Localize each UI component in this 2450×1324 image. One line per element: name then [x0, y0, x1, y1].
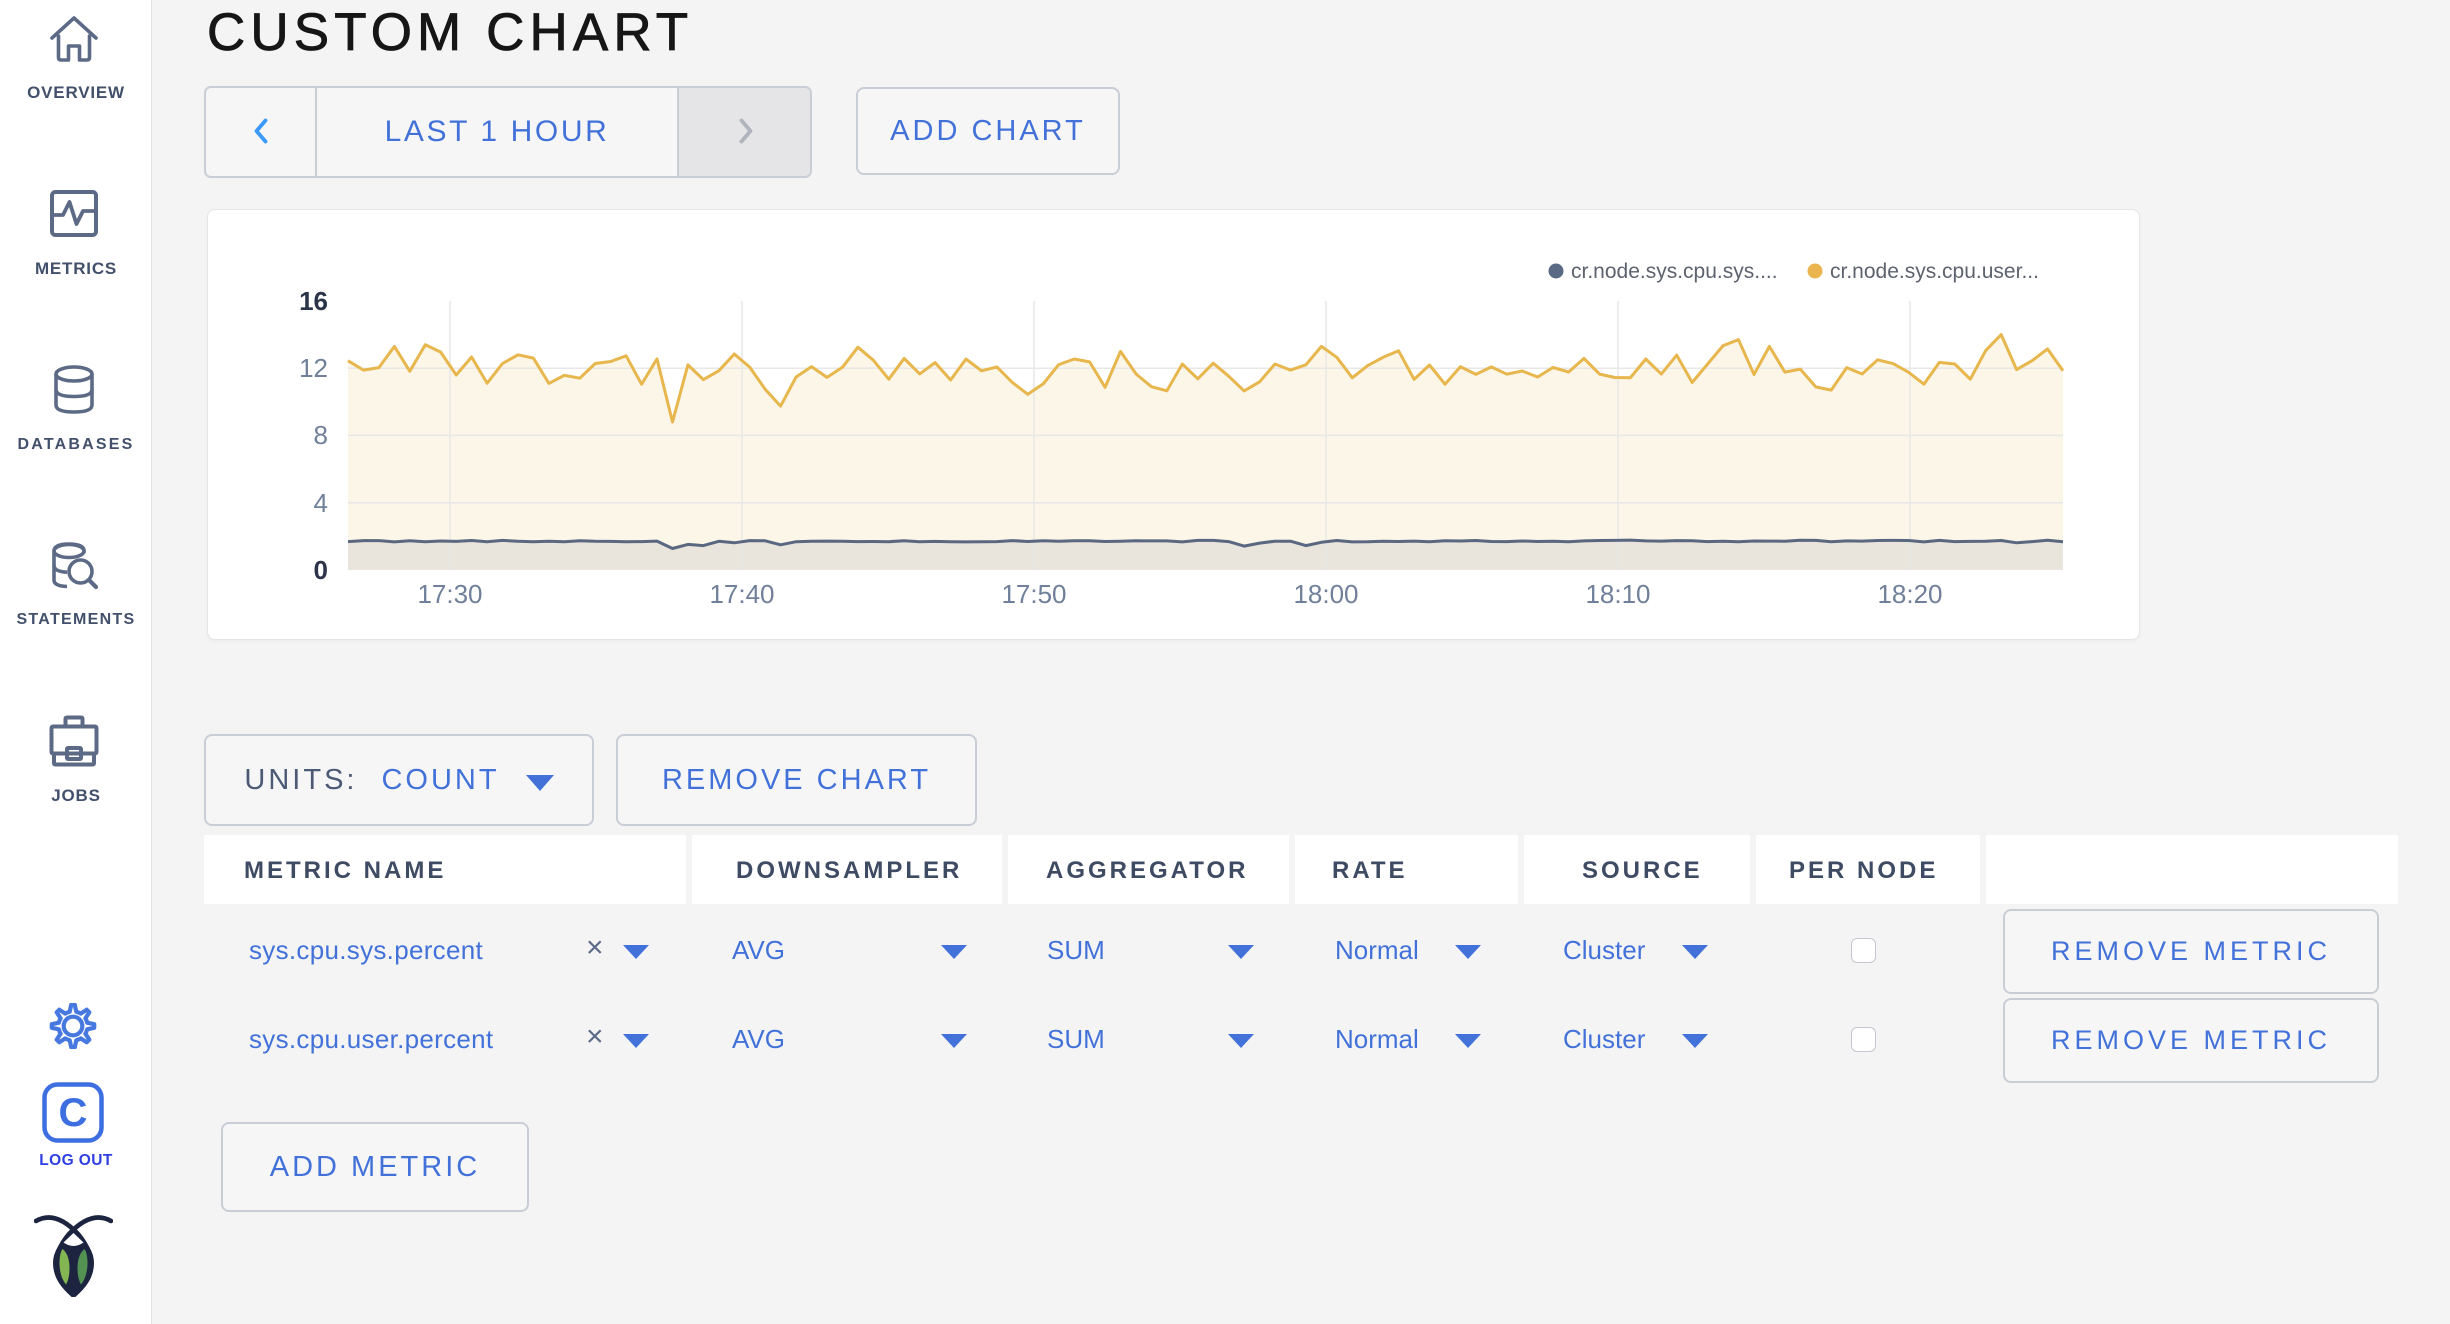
svg-text:17:40: 17:40 — [709, 579, 774, 609]
svg-text:17:50: 17:50 — [1001, 579, 1066, 609]
svg-text:17:30: 17:30 — [417, 579, 482, 609]
svg-text:0: 0 — [314, 555, 328, 585]
svg-text:12: 12 — [299, 353, 328, 383]
svg-text:18:20: 18:20 — [1877, 579, 1942, 609]
svg-text:18:00: 18:00 — [1293, 579, 1358, 609]
svg-text:4: 4 — [314, 488, 328, 518]
svg-text:cr.node.sys.cpu.sys....: cr.node.sys.cpu.sys.... — [1571, 260, 1778, 283]
svg-text:18:10: 18:10 — [1585, 579, 1650, 609]
svg-text:16: 16 — [299, 286, 328, 316]
svg-text:cr.node.sys.cpu.user...: cr.node.sys.cpu.user... — [1830, 260, 2039, 283]
svg-text:8: 8 — [314, 420, 328, 450]
svg-text:C: C — [59, 1091, 88, 1135]
